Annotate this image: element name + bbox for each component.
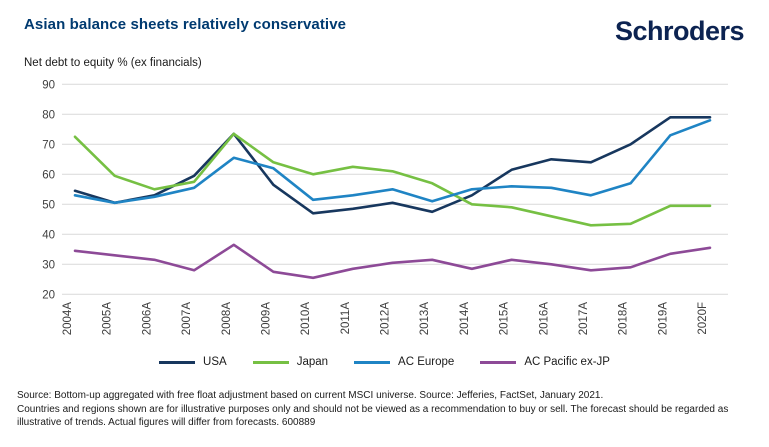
y-axis-tick-label: 60 xyxy=(42,169,55,181)
legend-label: Japan xyxy=(296,356,329,368)
y-axis-tick-label: 30 xyxy=(42,259,55,271)
series-line-usa xyxy=(73,115,712,215)
y-axis-tick-label: 20 xyxy=(42,289,55,301)
x-axis-tick-label: 2009A xyxy=(260,302,272,336)
series-line-japan xyxy=(73,132,712,227)
japan-line-swatch xyxy=(252,360,289,364)
chart-title: Asian balance sheets relatively conserva… xyxy=(24,16,347,33)
x-axis-tick-label: 2014A xyxy=(459,302,471,336)
x-axis-tick-label: 2015A xyxy=(499,302,511,336)
x-axis-tick-label: 2010A xyxy=(300,302,312,336)
disclaimer-line: Countries and regions shown are for illu… xyxy=(17,403,729,429)
x-axis-tick-label: 2016A xyxy=(538,302,550,336)
legend-label: AC Pacific ex-JP xyxy=(524,356,610,368)
legend-item-ac-europe: AC Europe xyxy=(354,356,454,368)
x-axis-tick-label: 2005A xyxy=(102,302,114,336)
chart-legend: USA Japan AC Europe AC Pacific ex-JP xyxy=(0,356,769,368)
legend-item-usa: USA xyxy=(159,356,227,368)
y-axis-tick-label: 40 xyxy=(42,229,55,241)
y-axis-tick-labels: 20 30 40 50 60 70 80 90 xyxy=(42,79,55,301)
legend-label: USA xyxy=(203,356,227,368)
series-line-ac-europe xyxy=(73,118,712,205)
x-axis-tick-label: 2020F xyxy=(697,302,709,335)
y-axis-tick-label: 70 xyxy=(42,139,55,151)
usa-line-swatch xyxy=(159,360,196,364)
y-axis-title: Net debt to equity % (ex financials) xyxy=(24,57,202,69)
x-axis-tick-labels: 2004A 2005A 2006A 2007A 2008A 2009A 2010A 2011A… xyxy=(62,302,709,336)
x-axis-tick-label: 2013A xyxy=(419,302,431,336)
legend-label: AC Europe xyxy=(398,356,455,368)
source-disclaimer: Source: Bottom-up aggregated with free f… xyxy=(17,389,755,430)
chart-svg: 20 30 40 50 60 70 80 90 2004A 2005A 2006A 2007A 2008… xyxy=(42,79,728,336)
legend-item-japan: Japan xyxy=(252,356,329,368)
x-axis-tick-label: 2006A xyxy=(141,302,153,336)
y-axis-tick-label: 80 xyxy=(42,109,55,121)
schroders-logo: Schroders xyxy=(614,16,745,46)
legend-item-ac-pacific-ex-jp: AC Pacific ex-JP xyxy=(480,356,610,368)
y-axis-tick-label: 90 xyxy=(42,79,55,91)
x-axis-tick-label: 2008A xyxy=(221,302,233,336)
y-axis-tick-label: 50 xyxy=(42,199,55,211)
x-axis-tick-label: 2018A xyxy=(618,302,630,336)
series-line-ac-pacific-ex-jp xyxy=(73,243,712,280)
ac-europe-line-swatch xyxy=(354,360,391,364)
x-axis-tick-label: 2017A xyxy=(578,302,590,336)
x-axis-tick-label: 2004A xyxy=(62,302,74,336)
x-axis-tick-label: 2007A xyxy=(181,302,193,336)
x-axis-tick-label: 2012A xyxy=(380,302,392,336)
ac-pacific-ex-jp-line-swatch xyxy=(480,360,517,364)
source-line: Source: Bottom-up aggregated with free f… xyxy=(17,390,604,401)
x-axis-tick-label: 2011A xyxy=(340,302,352,335)
line-chart: 20 30 40 50 60 70 80 90 2004A 2005A 2006A 2007A 2008… xyxy=(0,75,769,347)
x-axis-tick-label: 2019A xyxy=(657,302,669,336)
